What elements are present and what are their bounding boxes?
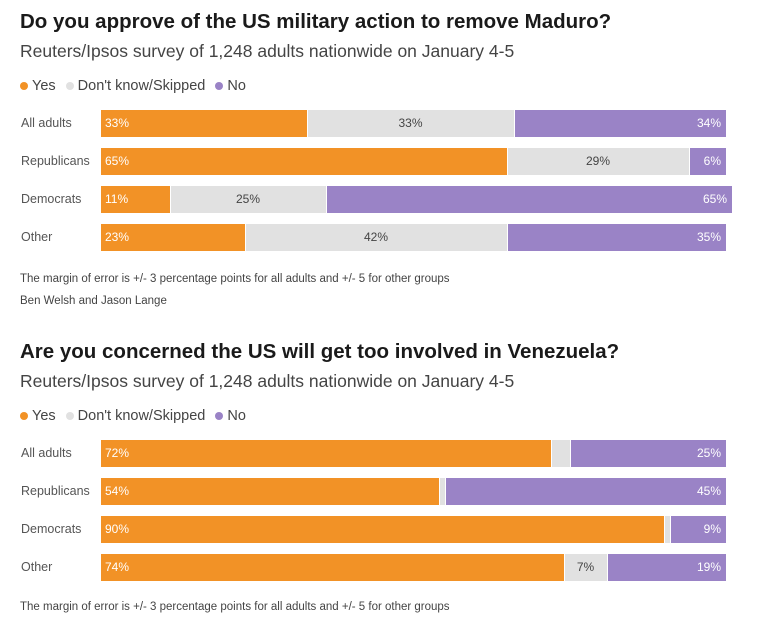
bar-segment-dont-know: 7% xyxy=(564,554,607,581)
stacked-bar: 74% 7% 19% xyxy=(101,554,726,581)
legend-item-no: No xyxy=(215,408,246,424)
segment-divider xyxy=(689,148,690,175)
bar-segment-no: 35% xyxy=(507,224,726,251)
category-label: Other xyxy=(21,230,53,244)
bar-segment-yes: 65% xyxy=(101,148,507,175)
legend-item-yes: Yes xyxy=(20,408,56,424)
bar-segment-yes: 90% xyxy=(101,516,664,543)
bar-segment-no: 6% xyxy=(689,148,726,175)
category-label: All adults xyxy=(21,446,72,460)
bar-segment-yes: 11% xyxy=(101,186,170,213)
bar-row: Democrats 90% 9% xyxy=(0,516,779,543)
bar-segment-no: 9% xyxy=(670,516,726,543)
bar-row: All adults 33% 33% 34% xyxy=(0,110,779,137)
category-label: All adults xyxy=(21,116,72,130)
category-label: Other xyxy=(21,560,53,574)
stacked-bar: 33% 33% 34% xyxy=(101,110,726,137)
legend-label: No xyxy=(227,78,246,94)
legend-item-yes: Yes xyxy=(20,78,56,94)
bar-segment-dont-know: 25% xyxy=(170,186,326,213)
legend-dot-dont-know-icon xyxy=(65,82,74,90)
category-label: Republicans xyxy=(21,484,90,498)
legend-dot-dont-know-icon xyxy=(65,412,74,420)
chart-title: Are you concerned the US will get too in… xyxy=(20,340,620,363)
chart-subtitle: Reuters/Ipsos survey of 1,248 adults nat… xyxy=(20,371,515,391)
category-label: Republicans xyxy=(21,154,90,168)
legend-item-dont-know: Don't know/Skipped xyxy=(65,408,206,424)
bar-segment-dont-know xyxy=(551,440,570,467)
bar-segment-dont-know: 29% xyxy=(507,148,689,175)
bar-row: Democrats 11% 25% 65% xyxy=(0,186,779,213)
segment-divider xyxy=(439,478,440,505)
legend-label: Yes xyxy=(32,78,56,94)
segment-divider xyxy=(564,554,565,581)
bar-row: Republicans 65% 29% 6% xyxy=(0,148,779,175)
bar-segment-yes: 54% xyxy=(101,478,439,505)
category-label: Democrats xyxy=(21,192,82,206)
legend-dot-yes-icon xyxy=(20,82,28,90)
byline: Ben Welsh and Jason Lange xyxy=(20,295,167,307)
legend-dot-no-icon xyxy=(215,412,224,420)
stacked-bar: 65% 29% 6% xyxy=(101,148,726,175)
stacked-bar: 54% 45% xyxy=(101,478,726,505)
bar-row: Other 23% 42% 35% xyxy=(0,224,779,251)
segment-divider xyxy=(607,554,608,581)
stacked-bar: 72% 25% xyxy=(101,440,726,467)
legend-label: Yes xyxy=(32,408,56,424)
bar-row: All adults 72% 25% xyxy=(0,440,779,467)
legend-item-no: No xyxy=(215,78,246,94)
chart-legend: Yes Don't know/Skipped No xyxy=(20,408,256,424)
legend-item-dont-know: Don't know/Skipped xyxy=(65,78,206,94)
legend-label: Don't know/Skipped xyxy=(77,78,206,94)
segment-divider xyxy=(514,110,515,137)
legend-label: Don't know/Skipped xyxy=(77,408,206,424)
segment-divider xyxy=(507,224,508,251)
bar-segment-dont-know xyxy=(664,516,670,543)
bar-segment-no: 45% xyxy=(445,478,726,505)
bar-segment-yes: 33% xyxy=(101,110,307,137)
stacked-bar: 23% 42% 35% xyxy=(101,224,726,251)
bar-segment-no: 25% xyxy=(570,440,726,467)
bar-row: Other 74% 7% 19% xyxy=(0,554,779,581)
bar-row: Republicans 54% 45% xyxy=(0,478,779,505)
segment-divider xyxy=(170,186,171,213)
segment-divider xyxy=(445,478,446,505)
category-label: Democrats xyxy=(21,522,82,536)
chart-title: Do you approve of the US military action… xyxy=(20,10,612,33)
bar-segment-no: 19% xyxy=(607,554,726,581)
legend-label: No xyxy=(227,408,246,424)
segment-divider xyxy=(570,440,571,467)
chart-legend: Yes Don't know/Skipped No xyxy=(20,78,256,94)
margin-of-error-note: The margin of error is +/- 3 percentage … xyxy=(20,601,450,613)
segment-divider xyxy=(507,148,508,175)
stacked-bar: 11% 25% 65% xyxy=(101,186,732,213)
bar-segment-yes: 74% xyxy=(101,554,564,581)
bar-segment-no: 65% xyxy=(326,186,732,213)
bar-segment-dont-know xyxy=(439,478,445,505)
segment-divider xyxy=(307,110,308,137)
margin-of-error-note: The margin of error is +/- 3 percentage … xyxy=(20,273,450,285)
segment-divider xyxy=(326,186,327,213)
legend-dot-no-icon xyxy=(215,82,224,90)
bar-segment-dont-know: 42% xyxy=(245,224,507,251)
bar-segment-yes: 23% xyxy=(101,224,245,251)
legend-dot-yes-icon xyxy=(20,412,28,420)
segment-divider xyxy=(664,516,665,543)
bar-segment-no: 34% xyxy=(514,110,726,137)
segment-divider xyxy=(551,440,552,467)
bar-segment-dont-know: 33% xyxy=(307,110,514,137)
segment-divider xyxy=(245,224,246,251)
segment-divider xyxy=(670,516,671,543)
chart-subtitle: Reuters/Ipsos survey of 1,248 adults nat… xyxy=(20,41,515,61)
stacked-bar: 90% 9% xyxy=(101,516,726,543)
bar-segment-yes: 72% xyxy=(101,440,551,467)
